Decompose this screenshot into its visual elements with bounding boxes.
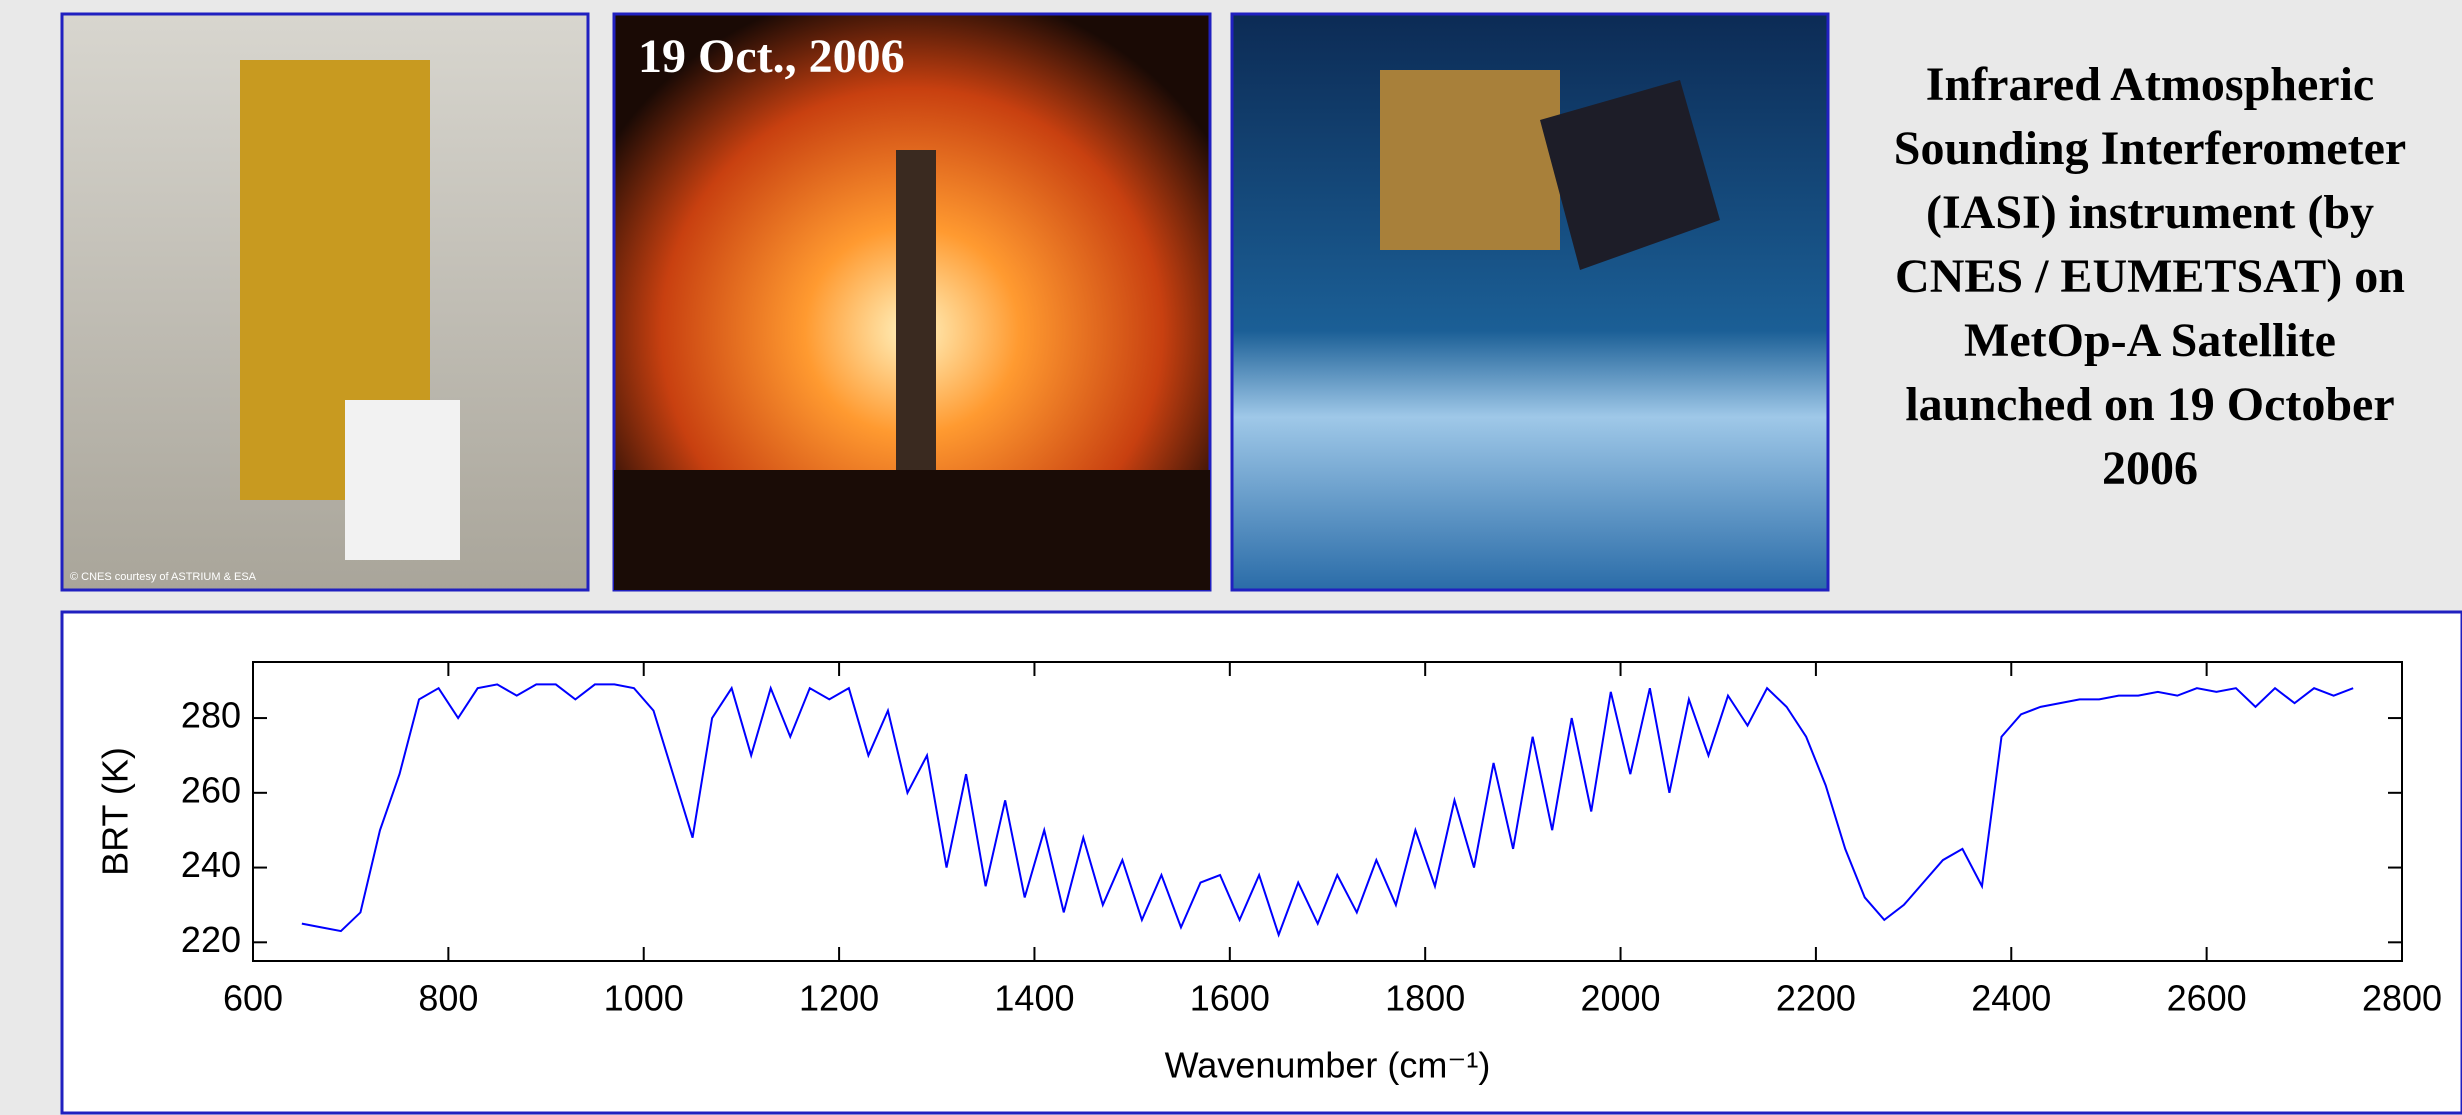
x-axis-label: Wavenumber (cm⁻¹)	[1165, 1045, 1491, 1086]
y-tick-label: 220	[181, 919, 241, 960]
caption-line: Sounding Interferometer	[1894, 122, 2406, 175]
x-tick-label: 1600	[1190, 978, 1270, 1019]
caption-line: Infrared Atmospheric	[1926, 58, 2374, 111]
photo-credit: © CNES courtesy of ASTRIUM & ESA	[70, 571, 257, 583]
photo-satellite-hangar: © CNES courtesy of ASTRIUM & ESA	[62, 14, 588, 590]
x-tick-label: 2200	[1776, 978, 1856, 1019]
x-tick-label: 800	[418, 978, 478, 1019]
photo-launch: 19 Oct., 2006	[614, 14, 1210, 590]
photo-date: 19 Oct., 2006	[638, 30, 905, 83]
y-tick-label: 240	[181, 844, 241, 885]
chart-panel	[62, 612, 2462, 1113]
caption-line: (IASI) instrument (by	[1926, 186, 2374, 239]
x-tick-label: 1000	[604, 978, 684, 1019]
x-tick-label: 1800	[1385, 978, 1465, 1019]
caption: Infrared Atmospheric Sounding Interferome…	[1894, 58, 2406, 495]
x-tick-label: 2800	[2362, 978, 2442, 1019]
slide: © CNES courtesy of ASTRIUM & ESA 19 Oct.…	[0, 0, 2462, 1115]
x-tick-label: 600	[223, 978, 283, 1019]
caption-line: CNES / EUMETSAT) on	[1895, 250, 2405, 303]
y-tick-label: 260	[181, 769, 241, 810]
caption-line: 2006	[2102, 442, 2198, 495]
caption-line: MetOp-A Satellite	[1964, 314, 2336, 367]
caption-line: launched on 19 October	[1905, 378, 2394, 431]
x-tick-label: 2000	[1580, 978, 1660, 1019]
y-axis-label: BRT (K)	[95, 747, 136, 876]
x-tick-label: 2400	[1971, 978, 2051, 1019]
x-tick-label: 1200	[799, 978, 879, 1019]
photo-satellite-orbit	[1232, 14, 1828, 590]
y-tick-label: 280	[181, 695, 241, 736]
x-tick-label: 2600	[2167, 978, 2247, 1019]
x-tick-label: 1400	[994, 978, 1074, 1019]
